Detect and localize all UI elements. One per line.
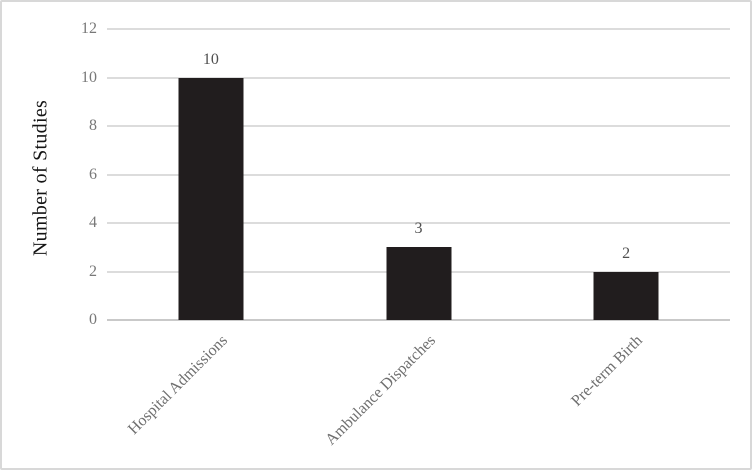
category-slot-pre-term-birth: Pre-term Birth — [522, 320, 730, 468]
category-label-pre-term-birth: Pre-term Birth — [568, 332, 647, 410]
gridline — [107, 125, 730, 127]
gridline — [107, 222, 730, 224]
gridline — [107, 76, 730, 79]
y-tick-label: 0 — [89, 311, 97, 328]
y-tick-label: 2 — [89, 262, 97, 280]
y-tick-label: 4 — [89, 214, 97, 231]
gridline — [107, 173, 730, 176]
bar-slot-ambulance-dispatches: 3 — [315, 29, 523, 320]
bar-slot-hospital-admissions: 10 — [107, 29, 315, 320]
y-tick-label: 8 — [89, 117, 97, 134]
gridline — [107, 28, 730, 30]
bar-pre-term-birth — [593, 271, 659, 320]
y-tick-label: 10 — [81, 68, 97, 86]
y-tick-label: 6 — [89, 165, 97, 183]
data-label-hospital-admissions: 10 — [202, 50, 219, 68]
bar-hospital-admissions — [178, 77, 244, 320]
y-tick-label: 12 — [81, 20, 97, 37]
plot-area: 10 3 2 — [107, 28, 730, 321]
x-axis-labels: Hospital Admissions Ambulance Dispatches P… — [107, 320, 730, 468]
bar-slot-pre-term-birth: 2 — [522, 29, 730, 320]
x-axis-line — [107, 319, 730, 321]
category-slot-hospital-admissions: Hospital Admissions — [107, 320, 315, 468]
category-label-hospital-admissions: Hospital Admissions — [124, 332, 231, 438]
data-label-pre-term-birth: 2 — [622, 244, 631, 262]
category-label-ambulance-dispatches: Ambulance Dispatches — [321, 332, 439, 449]
category-slot-ambulance-dispatches: Ambulance Dispatches — [315, 320, 523, 468]
bar-ambulance-dispatches — [386, 247, 451, 320]
bars-container: 10 3 2 — [107, 29, 730, 320]
data-label-ambulance-dispatches: 3 — [414, 220, 423, 238]
